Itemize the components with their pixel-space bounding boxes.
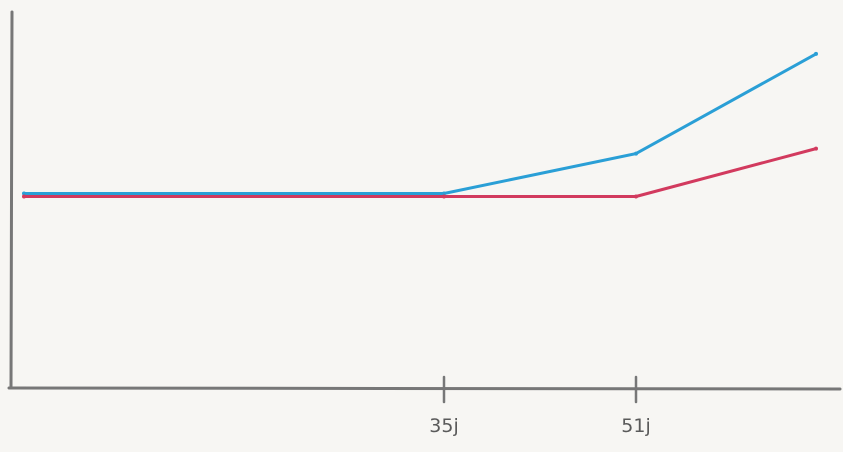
series-1-point — [442, 191, 446, 196]
series-2-point — [22, 194, 26, 199]
x-axis — [7, 386, 842, 391]
y-axis — [9, 10, 14, 390]
series-1-point — [814, 51, 818, 56]
series-1-point — [634, 151, 638, 156]
series-1-point — [22, 191, 26, 196]
axes — [7, 10, 842, 391]
series-2-point — [814, 146, 818, 151]
series-line-1 — [22, 52, 818, 196]
x-tick-label: 51j — [621, 415, 650, 437]
series-line-2 — [22, 147, 818, 199]
series-group — [22, 51, 818, 199]
x-tick-label: 35j — [429, 415, 458, 437]
series-2-point — [634, 194, 638, 199]
series-2-point — [442, 194, 446, 199]
x-ticks: 35j 51j — [429, 375, 651, 437]
